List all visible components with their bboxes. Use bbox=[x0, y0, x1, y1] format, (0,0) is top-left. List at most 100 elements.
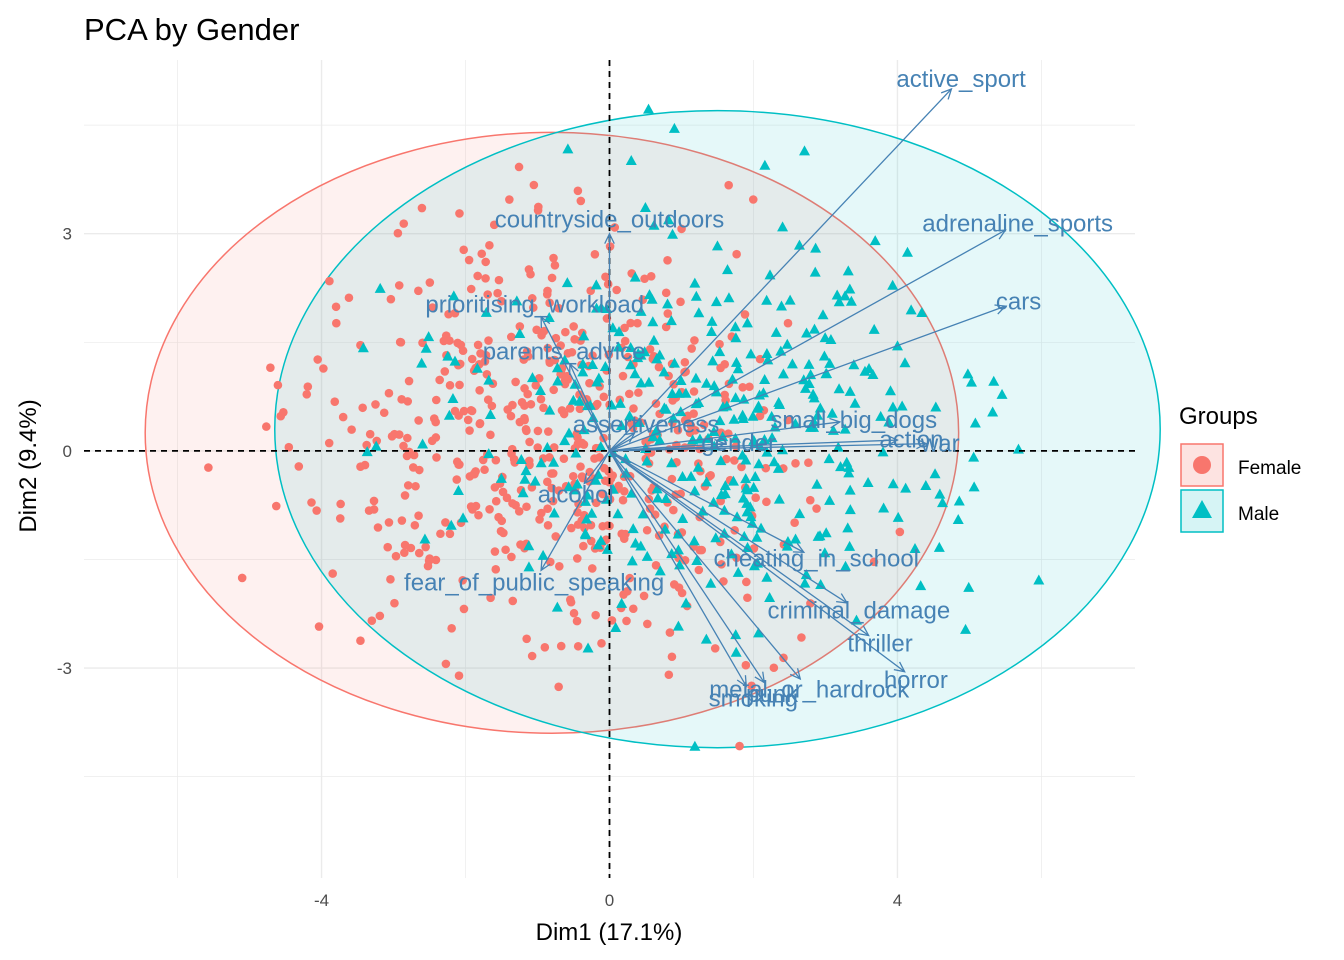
point-female bbox=[396, 338, 406, 347]
arrowhead-war bbox=[915, 438, 928, 450]
point-female bbox=[699, 420, 709, 430]
point-female bbox=[452, 475, 462, 484]
point-male bbox=[357, 342, 369, 353]
point-female bbox=[748, 195, 758, 204]
point-male bbox=[689, 485, 701, 496]
point-male bbox=[815, 579, 827, 590]
point-female bbox=[507, 552, 516, 562]
arrowhead-countryside_outdoors bbox=[604, 232, 615, 244]
point-female bbox=[735, 741, 744, 751]
point-female bbox=[716, 363, 725, 373]
point-male bbox=[552, 375, 564, 386]
point-male bbox=[534, 384, 546, 395]
point-male bbox=[580, 495, 592, 506]
point-male bbox=[548, 456, 560, 467]
arrowhead-alcohol bbox=[583, 472, 595, 485]
point-male bbox=[629, 537, 641, 548]
y-tick-label: 0 bbox=[63, 442, 72, 461]
point-male bbox=[867, 368, 879, 379]
point-female bbox=[527, 651, 537, 661]
arrowhead-cheating_in_school bbox=[792, 543, 806, 553]
point-male bbox=[794, 508, 806, 519]
point-female bbox=[475, 419, 485, 428]
point-female bbox=[629, 404, 638, 413]
point-female bbox=[404, 376, 414, 386]
point-female bbox=[610, 223, 620, 232]
point-male bbox=[868, 323, 880, 334]
point-male bbox=[635, 377, 647, 388]
point-male bbox=[535, 457, 547, 468]
variable-label: criminal_damage bbox=[767, 597, 950, 624]
point-male bbox=[818, 350, 830, 361]
point-female bbox=[603, 279, 613, 289]
point-female bbox=[455, 460, 464, 469]
point-male bbox=[442, 350, 454, 361]
point-female bbox=[447, 623, 456, 633]
point-male bbox=[799, 145, 811, 156]
arrowhead-punk bbox=[754, 671, 766, 684]
point-male bbox=[651, 483, 663, 494]
point-female bbox=[556, 341, 565, 350]
point-female bbox=[543, 477, 552, 487]
arrow-adrenaline_sports bbox=[609, 229, 1006, 452]
point-male bbox=[637, 508, 649, 519]
point-male bbox=[892, 511, 904, 522]
point-female bbox=[494, 275, 504, 285]
x-tick-label: 0 bbox=[605, 891, 614, 910]
point-male bbox=[578, 424, 590, 435]
point-female bbox=[397, 516, 407, 525]
point-female bbox=[633, 318, 642, 328]
point-male bbox=[559, 435, 571, 446]
point-female bbox=[521, 424, 531, 434]
point-male bbox=[581, 489, 593, 500]
point-female bbox=[414, 511, 423, 520]
point-female bbox=[459, 604, 469, 614]
point-male bbox=[591, 302, 603, 313]
point-male bbox=[578, 330, 590, 341]
point-female bbox=[548, 496, 558, 506]
point-male bbox=[689, 740, 701, 751]
arrowhead-parents_advice bbox=[569, 362, 579, 376]
point-male bbox=[900, 482, 912, 493]
point-female bbox=[572, 616, 582, 626]
point-male bbox=[823, 453, 835, 464]
point-male bbox=[996, 388, 1008, 399]
point-female bbox=[730, 456, 739, 465]
point-female bbox=[737, 462, 746, 472]
point-female bbox=[365, 429, 375, 439]
point-male bbox=[968, 481, 980, 492]
point-male bbox=[827, 424, 839, 435]
point-male bbox=[519, 473, 531, 484]
point-female bbox=[431, 417, 440, 427]
point-female bbox=[384, 388, 394, 398]
point-female bbox=[387, 431, 397, 441]
point-female bbox=[579, 440, 589, 449]
point-female bbox=[667, 474, 677, 484]
point-male bbox=[883, 416, 895, 427]
point-male bbox=[577, 358, 589, 369]
point-female bbox=[514, 162, 524, 172]
x-tick-label: 4 bbox=[893, 891, 902, 910]
point-female bbox=[474, 510, 483, 520]
arrowhead-assertiveness bbox=[623, 431, 636, 443]
point-female bbox=[579, 541, 588, 551]
variable-label: alcohol bbox=[538, 482, 614, 509]
point-male bbox=[784, 294, 796, 305]
point-female bbox=[591, 498, 601, 508]
point-male bbox=[654, 349, 666, 360]
point-female bbox=[324, 438, 334, 448]
point-female bbox=[680, 357, 690, 367]
point-male bbox=[988, 375, 1000, 386]
point-male bbox=[563, 427, 575, 438]
point-female bbox=[535, 515, 544, 524]
point-male bbox=[582, 642, 594, 653]
point-female bbox=[356, 636, 365, 646]
point-female bbox=[483, 290, 492, 299]
point-male bbox=[831, 289, 843, 300]
point-female bbox=[445, 381, 455, 390]
point-female bbox=[473, 340, 483, 350]
point-male bbox=[680, 387, 692, 398]
point-female bbox=[332, 318, 341, 328]
point-male bbox=[930, 401, 942, 412]
point-female bbox=[559, 409, 569, 419]
